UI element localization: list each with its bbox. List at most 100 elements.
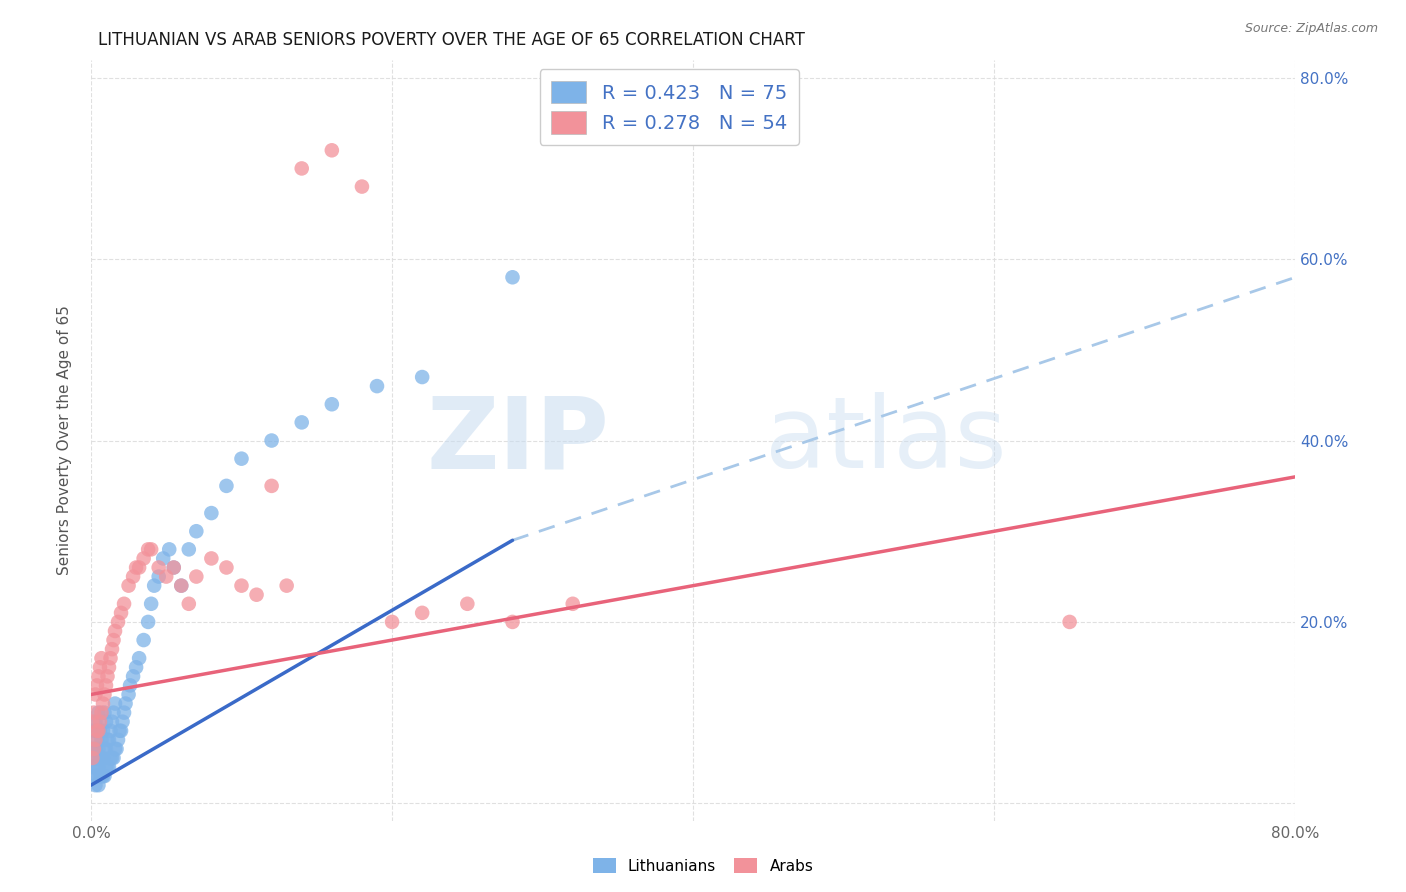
Point — [82, 742, 104, 756]
Point — [90, 732, 112, 747]
Point — [132, 551, 155, 566]
Point — [350, 179, 373, 194]
Point — [96, 669, 118, 683]
Point — [87, 669, 110, 683]
Point — [215, 479, 238, 493]
Point — [100, 751, 122, 765]
Point — [100, 651, 122, 665]
Point — [86, 732, 108, 747]
Point — [128, 651, 150, 665]
Point — [200, 551, 222, 566]
Point — [186, 569, 208, 583]
Point — [91, 723, 114, 738]
Point — [83, 706, 105, 720]
Y-axis label: Seniors Poverty Over the Age of 65: Seniors Poverty Over the Age of 65 — [58, 306, 72, 575]
Point — [82, 714, 104, 729]
Point — [163, 560, 186, 574]
Point — [117, 688, 139, 702]
Point — [90, 769, 112, 783]
Point — [186, 524, 208, 539]
Point — [87, 742, 110, 756]
Point — [177, 597, 200, 611]
Point — [128, 560, 150, 574]
Point — [98, 660, 121, 674]
Point — [122, 569, 145, 583]
Point — [103, 706, 125, 720]
Point — [110, 723, 132, 738]
Point — [84, 742, 107, 756]
Point — [94, 760, 117, 774]
Point — [89, 714, 111, 729]
Point — [104, 624, 127, 638]
Point — [122, 669, 145, 683]
Point — [84, 760, 107, 774]
Point — [200, 506, 222, 520]
Point — [157, 542, 180, 557]
Point — [260, 434, 283, 448]
Point — [86, 723, 108, 738]
Point — [291, 161, 314, 176]
Point — [89, 751, 111, 765]
Point — [94, 742, 117, 756]
Legend: Lithuanians, Arabs: Lithuanians, Arabs — [586, 852, 820, 880]
Point — [112, 706, 135, 720]
Point — [321, 143, 343, 157]
Point — [100, 723, 122, 738]
Point — [103, 633, 125, 648]
Point — [120, 678, 142, 692]
Point — [89, 769, 111, 783]
Point — [456, 597, 478, 611]
Point — [141, 597, 163, 611]
Point — [90, 651, 112, 665]
Point — [89, 723, 111, 738]
Point — [83, 751, 105, 765]
Point — [83, 742, 105, 756]
Point — [125, 560, 148, 574]
Point — [148, 569, 170, 583]
Point — [90, 706, 112, 720]
Point — [94, 678, 117, 692]
Point — [104, 742, 127, 756]
Point — [108, 723, 131, 738]
Point — [502, 615, 524, 629]
Point — [96, 760, 118, 774]
Point — [170, 579, 193, 593]
Point — [136, 615, 159, 629]
Point — [114, 697, 136, 711]
Point — [215, 560, 238, 574]
Point — [411, 606, 433, 620]
Point — [107, 615, 129, 629]
Point — [82, 751, 104, 765]
Point — [111, 714, 134, 729]
Point — [143, 579, 166, 593]
Point — [84, 714, 107, 729]
Point — [86, 751, 108, 765]
Point — [152, 551, 174, 566]
Point — [141, 542, 163, 557]
Point — [82, 760, 104, 774]
Point — [104, 697, 127, 711]
Point — [245, 588, 267, 602]
Point — [105, 742, 128, 756]
Point — [101, 642, 124, 657]
Point — [321, 397, 343, 411]
Point — [170, 579, 193, 593]
Point — [136, 542, 159, 557]
Point — [291, 416, 314, 430]
Point — [91, 769, 114, 783]
Point — [89, 660, 111, 674]
Point — [93, 706, 115, 720]
Point — [93, 769, 115, 783]
Point — [93, 688, 115, 702]
Point — [231, 579, 253, 593]
Point — [132, 633, 155, 648]
Point — [87, 760, 110, 774]
Legend: R = 0.423   N = 75, R = 0.278   N = 54: R = 0.423 N = 75, R = 0.278 N = 54 — [540, 70, 799, 145]
Text: ZIP: ZIP — [426, 392, 609, 489]
Point — [117, 579, 139, 593]
Point — [98, 760, 121, 774]
Point — [411, 370, 433, 384]
Text: Source: ZipAtlas.com: Source: ZipAtlas.com — [1244, 22, 1378, 36]
Point — [177, 542, 200, 557]
Point — [84, 778, 107, 792]
